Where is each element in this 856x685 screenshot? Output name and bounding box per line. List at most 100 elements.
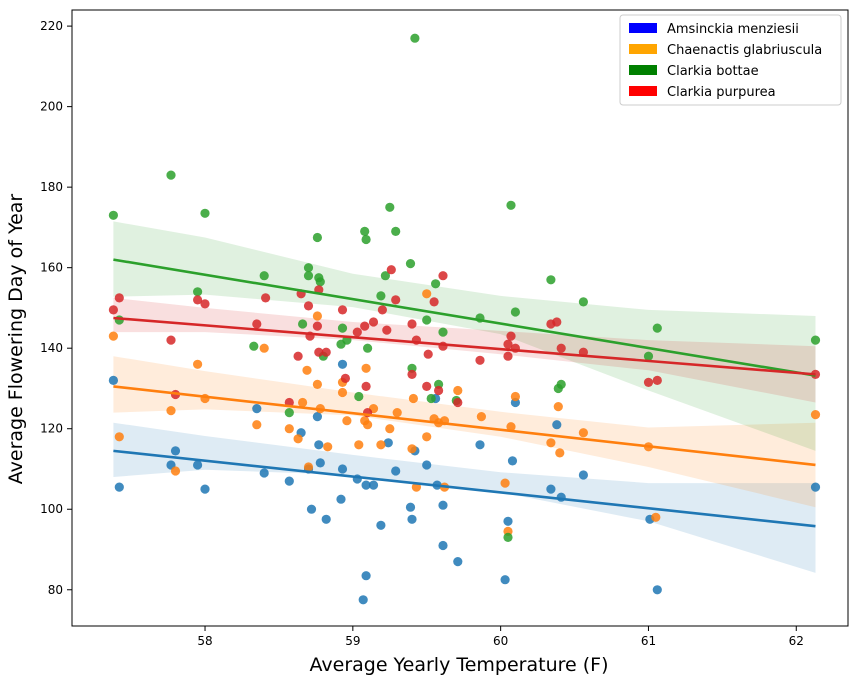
x-tick-label: 60 xyxy=(493,634,508,648)
confidence-bands xyxy=(113,221,816,573)
point-clarkia-purpurea xyxy=(361,381,371,391)
point-chaenactis-glabriuscula xyxy=(354,440,364,450)
point-clarkia-bottae xyxy=(410,33,420,43)
point-clarkia-bottae xyxy=(284,408,294,418)
point-clarkia-bottae xyxy=(108,210,118,220)
fit-line-clarkia-bottae xyxy=(113,258,816,377)
x-tick-label: 59 xyxy=(345,634,360,648)
point-amsinckia-menziesii xyxy=(361,571,371,581)
legend-label-clarkia-purpurea: Clarkia purpurea xyxy=(667,85,776,100)
point-chaenactis-glabriuscula xyxy=(293,434,303,444)
point-chaenactis-glabriuscula xyxy=(323,442,333,452)
point-chaenactis-glabriuscula xyxy=(363,420,373,430)
point-clarkia-bottae xyxy=(360,226,370,236)
fit-line-chaenactis-glabriuscula xyxy=(113,385,816,467)
point-amsinckia-menziesii xyxy=(438,540,448,551)
point-clarkia-bottae xyxy=(810,335,821,345)
band-amsinckia-menziesii xyxy=(113,422,816,573)
point-amsinckia-menziesii xyxy=(507,456,518,466)
y-axis-label: Average Flowering Day of Year xyxy=(5,194,27,485)
point-amsinckia-menziesii xyxy=(368,480,379,490)
point-clarkia-bottae xyxy=(503,532,513,543)
point-clarkia-bottae xyxy=(354,391,364,402)
point-clarkia-bottae xyxy=(506,200,516,210)
legend-box xyxy=(619,14,842,106)
point-clarkia-purpurea xyxy=(438,271,448,281)
point-clarkia-purpurea xyxy=(377,305,387,315)
point-clarkia-purpurea xyxy=(193,295,203,305)
point-amsinckia-menziesii xyxy=(337,464,348,474)
point-amsinckia-menziesii xyxy=(422,460,432,470)
legend-swatch-amsinckia-menziesii xyxy=(629,23,657,33)
point-clarkia-bottae xyxy=(578,297,589,307)
point-amsinckia-menziesii xyxy=(503,516,513,526)
point-clarkia-bottae xyxy=(303,263,314,273)
point-amsinckia-menziesii xyxy=(383,438,393,448)
point-amsinckia-menziesii xyxy=(321,514,331,524)
point-amsinckia-menziesii xyxy=(500,575,510,585)
point-clarkia-bottae xyxy=(193,287,203,297)
point-chaenactis-glabriuscula xyxy=(385,424,395,434)
point-clarkia-purpurea xyxy=(200,299,210,309)
point-chaenactis-glabriuscula xyxy=(166,406,176,416)
point-clarkia-purpurea xyxy=(503,351,513,361)
point-clarkia-purpurea xyxy=(352,327,362,337)
point-amsinckia-menziesii xyxy=(108,375,118,385)
point-amsinckia-menziesii xyxy=(336,494,346,504)
point-clarkia-purpurea xyxy=(652,375,662,385)
y-tick-label: 80 xyxy=(48,583,63,597)
point-chaenactis-glabriuscula xyxy=(170,466,181,476)
point-amsinckia-menziesii xyxy=(376,520,386,530)
legend-label-clarkia-bottae: Clarkia bottae xyxy=(667,64,759,79)
point-chaenactis-glabriuscula xyxy=(361,363,371,373)
point-amsinckia-menziesii xyxy=(578,470,589,480)
point-amsinckia-menziesii xyxy=(391,466,401,476)
y-tick-label: 200 xyxy=(40,100,63,114)
point-chaenactis-glabriuscula xyxy=(193,359,203,369)
point-chaenactis-glabriuscula xyxy=(259,343,269,353)
point-chaenactis-glabriuscula xyxy=(510,391,520,402)
band-clarkia-purpurea xyxy=(113,297,816,403)
x-tick-label: 61 xyxy=(641,634,656,648)
point-amsinckia-menziesii xyxy=(475,440,485,450)
point-clarkia-purpurea xyxy=(252,319,262,329)
point-amsinckia-menziesii xyxy=(453,557,463,567)
point-amsinckia-menziesii xyxy=(314,440,324,450)
point-amsinckia-menziesii xyxy=(170,446,181,456)
x-axis-label: Average Yearly Temperature (F) xyxy=(310,654,609,676)
point-clarkia-bottae xyxy=(422,315,432,325)
point-amsinckia-menziesii xyxy=(259,468,269,478)
point-amsinckia-menziesii xyxy=(552,420,562,430)
point-clarkia-purpurea xyxy=(407,369,417,379)
point-clarkia-purpurea xyxy=(114,293,124,303)
point-clarkia-bottae xyxy=(426,393,436,404)
point-chaenactis-glabriuscula xyxy=(298,397,308,408)
point-amsinckia-menziesii xyxy=(193,460,203,470)
point-amsinckia-menziesii xyxy=(337,359,348,369)
point-clarkia-purpurea xyxy=(556,343,566,353)
point-clarkia-purpurea xyxy=(422,381,432,391)
point-amsinckia-menziesii xyxy=(252,404,262,414)
point-clarkia-purpurea xyxy=(382,325,392,335)
point-clarkia-bottae xyxy=(391,226,401,236)
point-clarkia-purpurea xyxy=(360,321,370,331)
point-chaenactis-glabriuscula xyxy=(422,432,432,442)
point-amsinckia-menziesii xyxy=(284,476,294,486)
point-amsinckia-menziesii xyxy=(315,458,325,468)
point-chaenactis-glabriuscula xyxy=(302,365,312,375)
regression-lines xyxy=(113,258,816,528)
point-chaenactis-glabriuscula xyxy=(376,440,386,450)
point-chaenactis-glabriuscula xyxy=(453,385,463,396)
y-tick-label: 120 xyxy=(40,422,63,436)
point-clarkia-purpurea xyxy=(407,319,417,329)
legend-swatch-clarkia-purpurea xyxy=(629,86,657,96)
point-clarkia-purpurea xyxy=(261,293,271,303)
point-chaenactis-glabriuscula xyxy=(252,420,262,430)
point-clarkia-bottae xyxy=(376,291,386,301)
point-clarkia-purpurea xyxy=(340,373,350,383)
point-clarkia-purpurea xyxy=(475,355,485,365)
legend-label-chaenactis-glabriuscula: Chaenactis glabriuscula xyxy=(667,43,822,58)
point-clarkia-purpurea xyxy=(429,297,439,307)
x-tick-label: 58 xyxy=(197,634,212,648)
